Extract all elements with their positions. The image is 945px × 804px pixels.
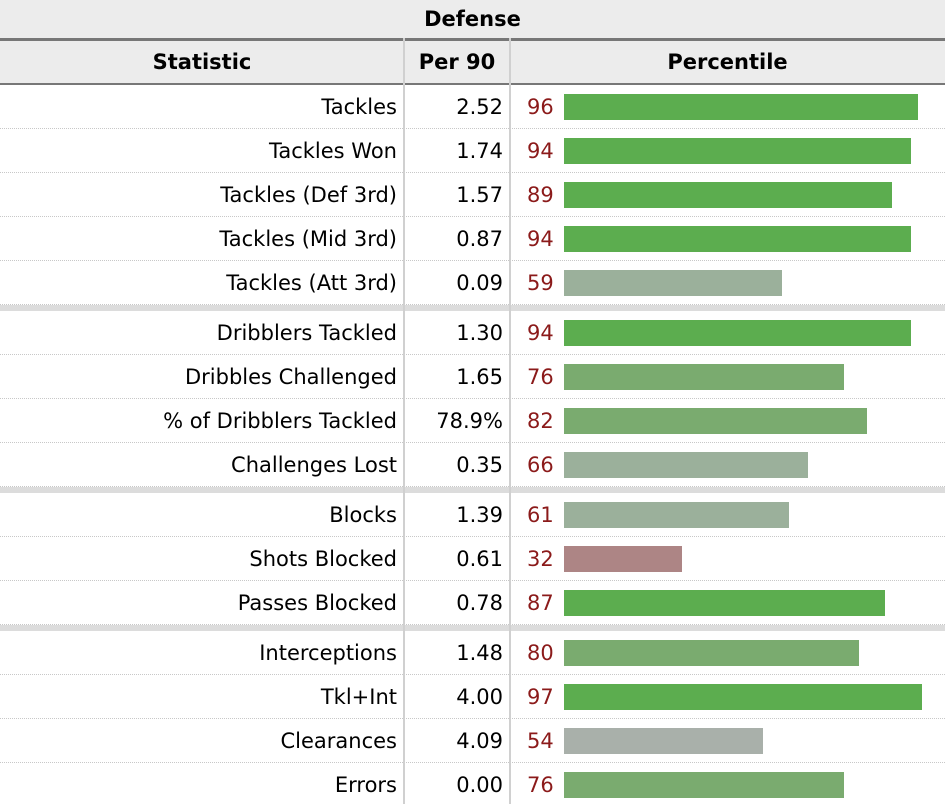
percentile-bar bbox=[564, 728, 763, 754]
column-divider-stat bbox=[403, 38, 405, 804]
percentile-bar bbox=[564, 640, 859, 666]
percentile-value: 89 bbox=[527, 183, 554, 207]
per90-value: 0.61 bbox=[456, 547, 503, 571]
stat-name: Tackles (Def 3rd) bbox=[220, 183, 397, 207]
table-row: Clearances 4.09 54 bbox=[0, 719, 945, 763]
stat-name: Errors bbox=[334, 773, 397, 797]
stat-name: Tackles (Att 3rd) bbox=[226, 271, 397, 295]
table-row: Interceptions 1.48 80 bbox=[0, 631, 945, 675]
stat-name: Tackles (Mid 3rd) bbox=[219, 227, 397, 251]
per90-value: 0.87 bbox=[456, 227, 503, 251]
percentile-value: 87 bbox=[527, 591, 554, 615]
stat-name: Blocks bbox=[329, 503, 397, 527]
table-header-row: Statistic Per 90 Percentile bbox=[0, 38, 945, 85]
table-row: Dribbles Challenged 1.65 76 bbox=[0, 355, 945, 399]
table-row: Dribblers Tackled 1.30 94 bbox=[0, 311, 945, 355]
table-row: Tackles 2.52 96 bbox=[0, 85, 945, 129]
percentile-bar bbox=[564, 452, 808, 478]
percentile-value: 61 bbox=[527, 503, 554, 527]
percentile-bar bbox=[564, 226, 911, 252]
table-row: Tackles (Def 3rd) 1.57 89 bbox=[0, 173, 945, 217]
per90-value: 4.09 bbox=[456, 729, 503, 753]
stat-name: Challenges Lost bbox=[231, 453, 397, 477]
stat-name: Clearances bbox=[280, 729, 397, 753]
percentile-bar bbox=[564, 182, 892, 208]
per90-value: 1.65 bbox=[456, 365, 503, 389]
table-row: Tkl+Int 4.00 97 bbox=[0, 675, 945, 719]
table-row: Errors 0.00 76 bbox=[0, 763, 945, 804]
percentile-value: 59 bbox=[527, 271, 554, 295]
percentile-bar bbox=[564, 320, 911, 346]
group-separator bbox=[0, 487, 945, 493]
per90-value: 1.39 bbox=[456, 503, 503, 527]
group-separator bbox=[0, 305, 945, 311]
header-per90[interactable]: Per 90 bbox=[418, 50, 496, 74]
percentile-bar bbox=[564, 94, 918, 120]
stat-name: Dribbles Challenged bbox=[185, 365, 397, 389]
table-row: Shots Blocked 0.61 32 bbox=[0, 537, 945, 581]
group-separator bbox=[0, 625, 945, 631]
percentile-bar bbox=[564, 502, 789, 528]
percentile-value: 32 bbox=[527, 547, 554, 571]
stat-name: Interceptions bbox=[259, 641, 397, 665]
percentile-value: 96 bbox=[527, 95, 554, 119]
percentile-bar bbox=[564, 590, 885, 616]
percentile-bar bbox=[564, 270, 782, 296]
header-statistic[interactable]: Statistic bbox=[152, 50, 252, 74]
stat-name: Tkl+Int bbox=[320, 685, 397, 709]
stat-name: Passes Blocked bbox=[237, 591, 397, 615]
percentile-value: 66 bbox=[527, 453, 554, 477]
stat-name: Tackles bbox=[321, 95, 397, 119]
per90-value: 1.48 bbox=[456, 641, 503, 665]
table-row: Passes Blocked 0.78 87 bbox=[0, 581, 945, 625]
stat-name: Dribblers Tackled bbox=[216, 321, 397, 345]
percentile-bar bbox=[564, 684, 922, 710]
table-row: Blocks 1.39 61 bbox=[0, 493, 945, 537]
stat-name: Shots Blocked bbox=[249, 547, 397, 571]
table-row: Tackles (Att 3rd) 0.09 59 bbox=[0, 261, 945, 305]
percentile-bar bbox=[564, 364, 844, 390]
table-row: Challenges Lost 0.35 66 bbox=[0, 443, 945, 487]
table-row: % of Dribblers Tackled 78.9% 82 bbox=[0, 399, 945, 443]
percentile-value: 80 bbox=[527, 641, 554, 665]
column-divider-per90 bbox=[509, 38, 511, 804]
per90-value: 4.00 bbox=[456, 685, 503, 709]
percentile-value: 54 bbox=[527, 729, 554, 753]
percentile-value: 82 bbox=[527, 409, 554, 433]
percentile-value: 94 bbox=[527, 139, 554, 163]
per90-value: 1.57 bbox=[456, 183, 503, 207]
per90-value: 1.74 bbox=[456, 139, 503, 163]
percentile-bar bbox=[564, 772, 844, 798]
percentile-bar bbox=[564, 138, 911, 164]
percentile-value: 94 bbox=[527, 321, 554, 345]
percentile-value: 76 bbox=[527, 773, 554, 797]
percentile-bar bbox=[564, 408, 867, 434]
table-row: Tackles Won 1.74 94 bbox=[0, 129, 945, 173]
per90-value: 78.9% bbox=[436, 409, 503, 433]
percentile-value: 97 bbox=[527, 685, 554, 709]
table-row: Tackles (Mid 3rd) 0.87 94 bbox=[0, 217, 945, 261]
header-percentile[interactable]: Percentile bbox=[667, 50, 788, 74]
per90-value: 0.00 bbox=[456, 773, 503, 797]
per90-value: 1.30 bbox=[456, 321, 503, 345]
per90-value: 2.52 bbox=[456, 95, 503, 119]
per90-value: 0.09 bbox=[456, 271, 503, 295]
percentile-value: 76 bbox=[527, 365, 554, 389]
per90-value: 0.78 bbox=[456, 591, 503, 615]
stat-name: Tackles Won bbox=[269, 139, 397, 163]
percentile-bar bbox=[564, 546, 682, 572]
table-caption: Defense bbox=[0, 0, 945, 38]
per90-value: 0.35 bbox=[456, 453, 503, 477]
stat-name: % of Dribblers Tackled bbox=[163, 409, 397, 433]
percentile-value: 94 bbox=[527, 227, 554, 251]
